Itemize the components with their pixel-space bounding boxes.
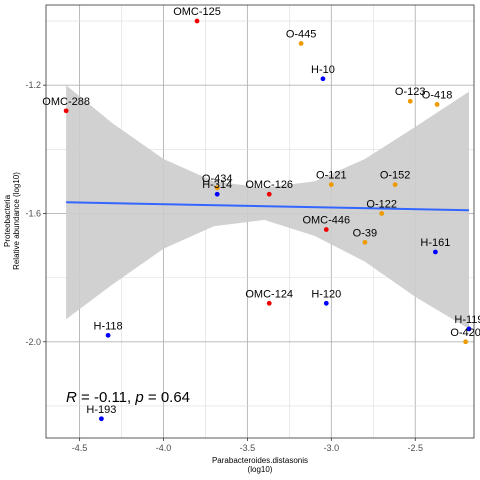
data-point — [63, 108, 69, 114]
point-label: OMC-124 — [245, 288, 293, 300]
y-tick-label: -1.2 — [25, 80, 41, 90]
axes: -4.5 -4.0 -3.5 -3.0 -2.5 -2.0 -1.6 -1.2 — [25, 80, 423, 453]
point-label: H-314 — [202, 179, 232, 191]
x-tick-label: -2.5 — [407, 443, 423, 453]
regression-line — [66, 201, 469, 212]
correlation-r-value: -0.11 — [94, 389, 127, 406]
point-label: H-193 — [86, 404, 116, 416]
point-label: OMC-446 — [302, 215, 350, 227]
data-point — [328, 182, 334, 188]
point-label: O-121 — [316, 170, 347, 182]
correlation-annotation: R = -0.11, p = 0.64 — [66, 389, 190, 406]
data-point — [266, 191, 272, 197]
data-point — [434, 102, 440, 107]
data-point — [214, 191, 220, 197]
data-point — [407, 98, 413, 104]
point-label: O-123 — [395, 86, 426, 98]
data-point — [362, 239, 368, 245]
point-label: O-418 — [422, 89, 453, 101]
point-label: O-445 — [286, 28, 317, 40]
plot-border — [45, 4, 475, 439]
point-label: O-420 — [450, 327, 480, 339]
x-tick-label: -4.0 — [156, 443, 172, 453]
point-label: O-39 — [353, 227, 377, 239]
point-label: O-434 — [202, 173, 233, 185]
point-label: H-119 — [454, 314, 480, 326]
data-point — [194, 18, 200, 24]
data-point — [105, 332, 111, 338]
y-tick-label: -1.6 — [25, 208, 41, 218]
point-label: H-118 — [94, 320, 123, 332]
x-axis-title-line1: Parabacteroides.distasonis — [212, 456, 308, 465]
point-label: OMC-288 — [42, 96, 90, 108]
y-axis-title-line1: Proteobacteria — [3, 194, 12, 247]
y-axis-title-line2: Relative abundance (log10) — [12, 172, 21, 270]
point-label: H-10 — [311, 64, 335, 76]
data-point — [323, 227, 329, 232]
point-labels: OMC-125O-445H-10O-123O-418OMC-288O-434H-… — [42, 6, 480, 416]
point-label: OMC-126 — [245, 179, 293, 191]
data-point — [392, 182, 398, 188]
x-tick-label: -3.0 — [324, 443, 340, 453]
data-point — [466, 326, 472, 332]
fit-line — [66, 201, 469, 212]
point-label: H-120 — [311, 288, 341, 300]
data-point — [320, 76, 326, 82]
data-point — [323, 300, 329, 306]
x-tick-label: -4.5 — [72, 443, 88, 453]
point-label: OMC-125 — [173, 6, 221, 18]
data-point — [463, 339, 469, 345]
data-point — [298, 41, 304, 46]
x-tick-label: -3.5 — [240, 443, 256, 453]
data-point — [98, 416, 104, 422]
data-points — [63, 18, 472, 422]
y-tick-label: -2.0 — [25, 337, 41, 347]
correlation-p-value: 0.64 — [161, 389, 190, 406]
data-point — [432, 249, 438, 255]
data-point — [379, 211, 385, 216]
point-label: O-152 — [380, 170, 411, 182]
x-axis-title-line2: (log10) — [248, 465, 273, 474]
point-label: H-161 — [420, 237, 450, 249]
data-point — [214, 185, 220, 191]
data-point — [266, 300, 272, 306]
point-label: O-122 — [366, 198, 397, 210]
